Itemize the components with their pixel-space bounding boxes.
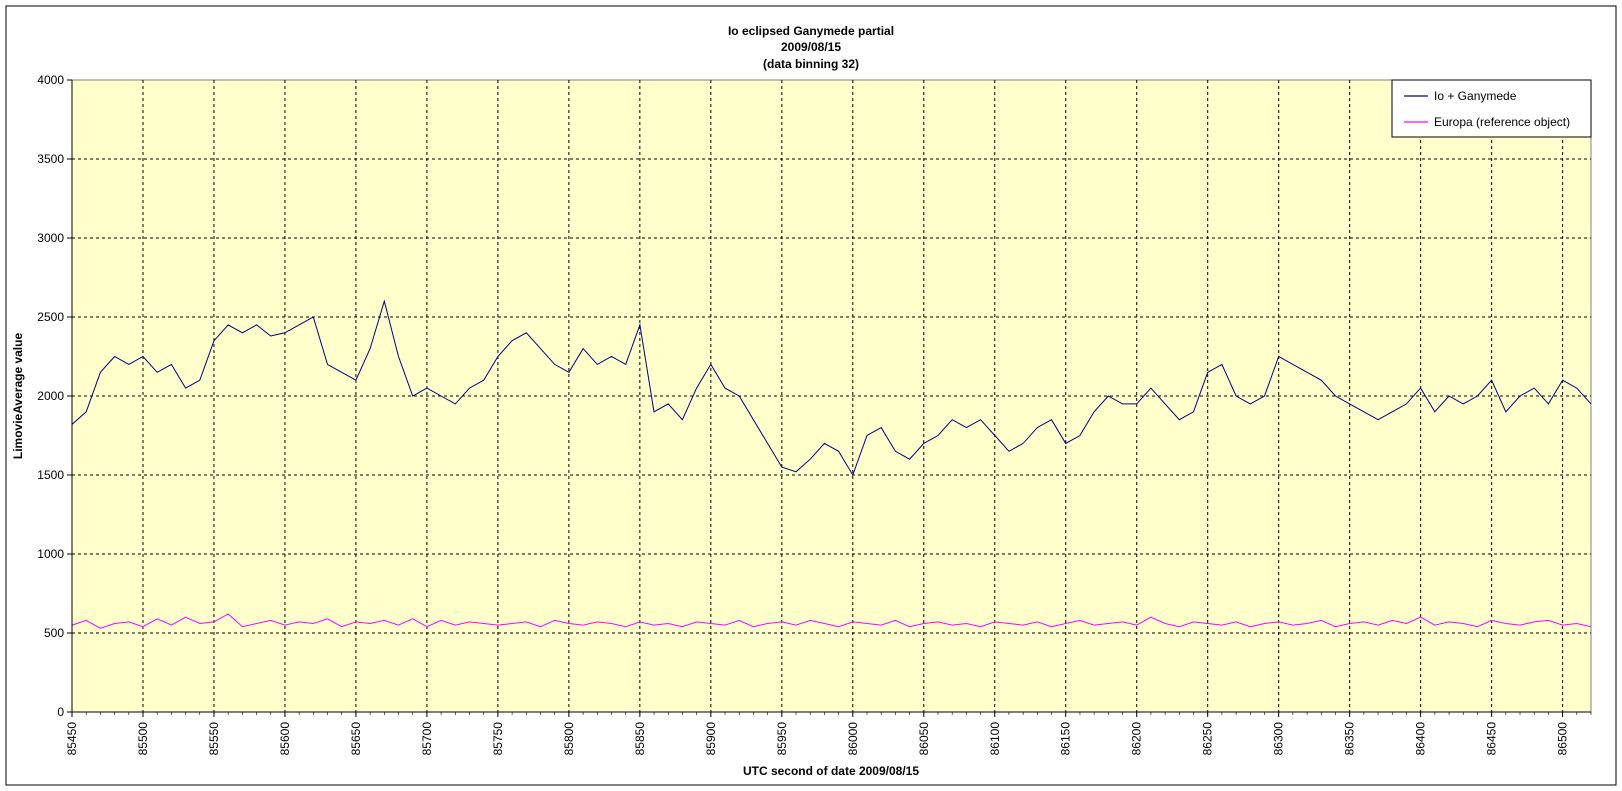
x-tick-label: 86250 bbox=[1201, 722, 1215, 756]
y-tick-labels: 0 500 1000 1500 2000 2500 3000 3500 4000 bbox=[37, 73, 64, 719]
y-tick-label: 1500 bbox=[37, 468, 64, 482]
x-tick-label: 86400 bbox=[1414, 722, 1428, 756]
x-tick-label: 85900 bbox=[704, 722, 718, 756]
x-tick-labels: 85450 85500 85550 85600 85650 85700 85750 85800… bbox=[65, 722, 1570, 756]
legend-box bbox=[1391, 79, 1592, 138]
gridlines bbox=[72, 80, 1591, 712]
x-tick-label: 85750 bbox=[491, 722, 505, 756]
x-tick-label: 86350 bbox=[1343, 722, 1357, 756]
chart-subtitle-date: 2009/08/15 bbox=[781, 40, 841, 54]
x-tick-label: 85500 bbox=[136, 722, 150, 756]
legend-label-io-ganymede: Io + Ganymede bbox=[1434, 89, 1517, 103]
x-tick-label: 85450 bbox=[65, 722, 79, 756]
axes bbox=[67, 79, 1592, 717]
x-tick-label: 85600 bbox=[278, 722, 292, 756]
y-tick-label: 0 bbox=[57, 705, 64, 719]
x-tick-label: 85800 bbox=[562, 722, 576, 756]
x-tick-label: 85850 bbox=[633, 722, 647, 756]
chart-title: Io eclipsed Ganymede partial bbox=[728, 24, 894, 38]
y-tick-label: 3500 bbox=[37, 152, 64, 166]
x-tick-label: 86500 bbox=[1556, 722, 1570, 756]
series-lines bbox=[71, 299, 1592, 629]
x-tick-label: 86200 bbox=[1130, 722, 1144, 756]
y-tick-label: 4000 bbox=[37, 73, 64, 87]
y-axis-label: LimovieAverage value bbox=[11, 333, 25, 460]
x-tick-label: 85650 bbox=[349, 722, 363, 756]
x-tick-label: 85700 bbox=[420, 722, 434, 756]
series-line-1 bbox=[71, 613, 1592, 629]
y-tick-label: 3000 bbox=[37, 231, 64, 245]
y-tick-label: 2000 bbox=[37, 389, 64, 403]
series-line-0 bbox=[71, 299, 1592, 477]
x-tick-label: 86000 bbox=[846, 722, 860, 756]
x-tick-label: 86150 bbox=[1059, 722, 1073, 756]
chart-subtitle-binning: (data binning 32) bbox=[763, 57, 859, 71]
x-tick-label: 86050 bbox=[917, 722, 931, 756]
y-tick-label: 500 bbox=[44, 626, 64, 640]
x-tick-label: 86100 bbox=[988, 722, 1002, 756]
x-tick-label: 86300 bbox=[1272, 722, 1286, 756]
x-tick-label: 85950 bbox=[775, 722, 789, 756]
legend: Io + Ganymede Europa (reference object) bbox=[1391, 79, 1592, 138]
legend-label-europa: Europa (reference object) bbox=[1434, 115, 1570, 129]
x-tick-label: 85550 bbox=[207, 722, 221, 756]
x-axis-label: UTC second of date 2009/08/15 bbox=[743, 764, 919, 778]
y-tick-label: 1000 bbox=[37, 547, 64, 561]
x-tick-label: 86450 bbox=[1485, 722, 1499, 756]
y-tick-label: 2500 bbox=[37, 310, 64, 324]
